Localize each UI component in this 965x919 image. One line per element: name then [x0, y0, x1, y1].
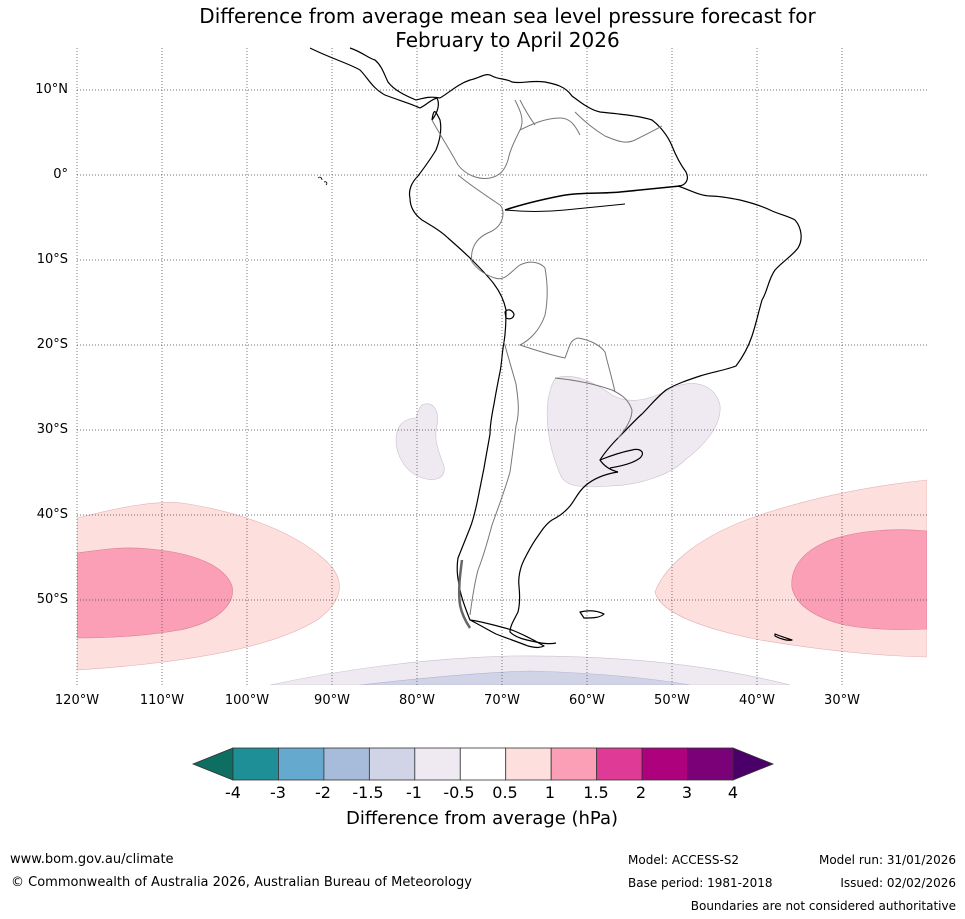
atlantic-high-inner: [791, 529, 927, 630]
colorbar-tick: 1: [544, 783, 556, 802]
caribbean-coast: [439, 74, 689, 187]
issued-date: Issued: 02/02/2026: [840, 876, 956, 890]
pacific-high-inner: [77, 547, 233, 639]
colorbar-segment: [641, 747, 688, 781]
lon-label-80w: 80°W: [399, 693, 435, 708]
amazon-river: [504, 185, 681, 211]
galapagos-islands: [317, 176, 328, 186]
lon-label-50w: 50°W: [654, 693, 690, 708]
model-run: Model run: 31/01/2026: [818, 853, 956, 867]
brazil-low-anomaly: [546, 376, 721, 488]
colorbar: [191, 747, 775, 781]
central-america-coast: [309, 47, 439, 121]
lon-label-70w: 70°W: [484, 693, 520, 708]
lat-label-20s: 20°S: [36, 337, 68, 352]
lat-label-10s: 10°S: [36, 252, 68, 267]
copyright-text: © Commonwealth of Australia 2026, Austra…: [11, 875, 472, 890]
argentina-atlantic-coast: [509, 471, 619, 645]
colorbar-segment: [323, 747, 370, 781]
lat-label-50s: 50°S: [36, 592, 68, 607]
southern-ocean-low-inner: [359, 670, 691, 685]
colorbar-segment: [550, 747, 598, 781]
lon-label-30w: 30°W: [824, 693, 860, 708]
lon-label-100w: 100°W: [224, 693, 270, 708]
colorbar-under-arrow: [191, 747, 234, 781]
colorbar-segment: [368, 747, 416, 781]
rio-de-la-plata: [599, 448, 644, 469]
lat-label-40s: 40°S: [36, 507, 68, 522]
colorbar-segment: [414, 747, 461, 781]
lat-label-30s: 30°S: [36, 422, 68, 437]
colorbar-label: Difference from average (hPa): [345, 808, 619, 829]
lake-titicaca: [504, 309, 515, 320]
lon-label-120w: 120°W: [54, 693, 100, 708]
lat-label-10n: 10°N: [35, 82, 68, 97]
amazon-river-upper: [504, 203, 626, 212]
colorbar-tick: 2: [635, 783, 647, 802]
national-borders: [431, 99, 663, 616]
colorbar-tick: -3: [270, 783, 286, 802]
colorbar-tick: 3: [681, 783, 693, 802]
brazil-coast: [599, 185, 802, 473]
lon-label-90w: 90°W: [314, 693, 350, 708]
colorbar-tick: 1.5: [583, 783, 609, 802]
colorbar-tick: -1.5: [352, 783, 384, 802]
boundaries-disclaimer: Boundaries are not considered authoritat…: [690, 899, 956, 913]
chile-pacific-coast: [408, 111, 507, 621]
lat-label-0: 0°: [53, 167, 68, 182]
colorbar-tick: 0.5: [492, 783, 518, 802]
colorbar-segment: [278, 747, 325, 781]
central-america-caribbean-coast: [349, 47, 441, 101]
colorbar-segment: [232, 747, 279, 781]
colorbar-segment: [687, 747, 734, 781]
colorbar-tick: -1: [406, 783, 422, 802]
colorbar-tick: 4: [727, 783, 739, 802]
gridlines: [76, 48, 927, 685]
anomaly-fields: [77, 376, 927, 685]
lon-label-40w: 40°W: [739, 693, 775, 708]
model-name: Model: ACCESS-S2: [628, 853, 740, 867]
colorbar-tick: -4: [225, 783, 241, 802]
base-period: Base period: 1981-2018: [628, 876, 773, 890]
south-georgia: [774, 633, 793, 641]
colorbar-segment: [596, 747, 643, 781]
lon-label-60w: 60°W: [569, 693, 605, 708]
colorbar-segment: [459, 747, 507, 781]
colorbar-tick: -2: [315, 783, 331, 802]
title-line-2: February to April 2026: [395, 28, 620, 52]
falkland-islands: [579, 610, 605, 619]
tierra-del-fuego-coast: [469, 619, 545, 649]
pacific-low-anomaly: [395, 403, 445, 480]
map-title: Difference from average mean sea level p…: [0, 4, 965, 52]
title-line-1: Difference from average mean sea level p…: [199, 4, 816, 28]
coastlines: [309, 47, 802, 649]
colorbar-segment: [505, 747, 552, 781]
colorbar-tick: -0.5: [443, 783, 475, 802]
southern-ocean-low-outer: [269, 655, 791, 685]
lon-label-110w: 110°W: [139, 693, 185, 708]
colorbar-over-arrow: [732, 747, 775, 781]
website-link[interactable]: www.bom.gov.au/climate: [10, 852, 174, 867]
chilean-archipelago: [457, 559, 472, 629]
